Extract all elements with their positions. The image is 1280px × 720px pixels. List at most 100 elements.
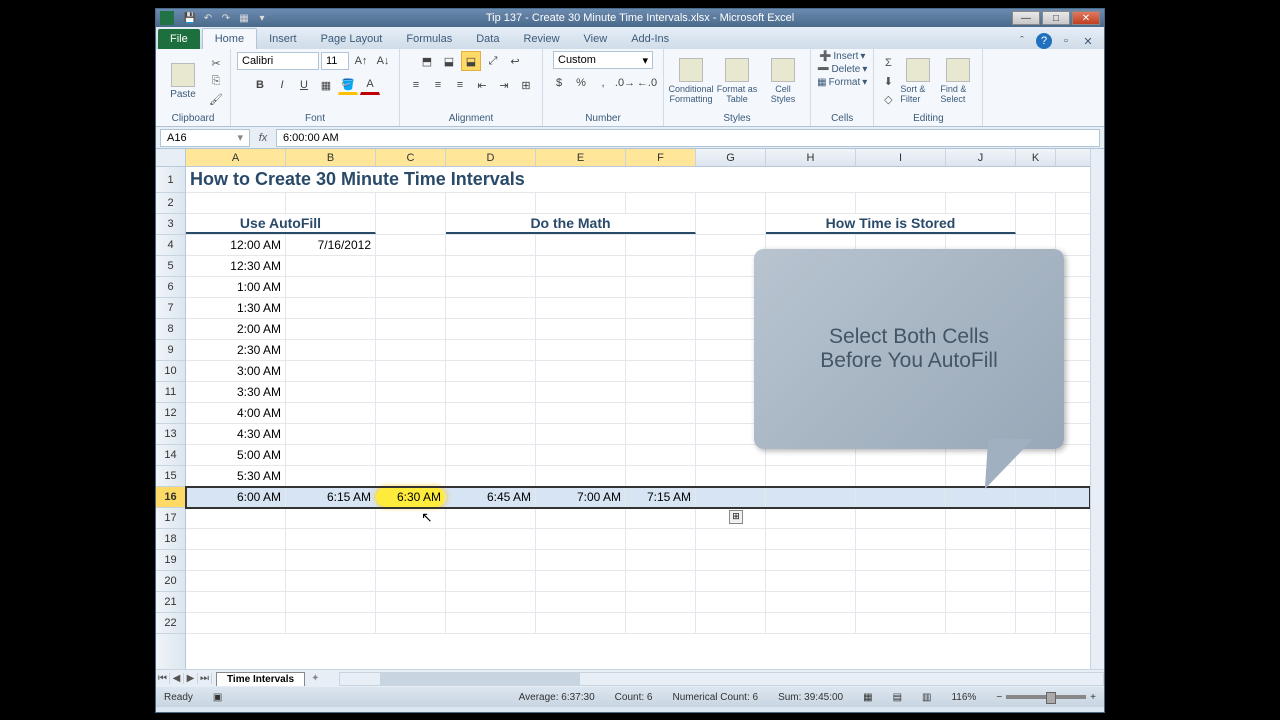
cell[interactable]: [766, 466, 856, 486]
qat-dropdown-icon[interactable]: ▾: [254, 11, 270, 25]
row-header-12[interactable]: 12: [156, 403, 185, 424]
cell[interactable]: [626, 550, 696, 570]
cell[interactable]: [376, 466, 446, 486]
cell[interactable]: [856, 466, 946, 486]
cell[interactable]: [1016, 592, 1056, 612]
col-header-B[interactable]: B: [286, 149, 376, 166]
autofill-options-icon[interactable]: ⊞: [729, 510, 743, 524]
cell[interactable]: [446, 550, 536, 570]
cell[interactable]: [946, 487, 1016, 507]
cell[interactable]: [1016, 508, 1056, 528]
sheet-nav-first[interactable]: ⏮: [156, 673, 170, 684]
cell[interactable]: [766, 529, 856, 549]
cell[interactable]: [286, 319, 376, 339]
cell[interactable]: [696, 571, 766, 591]
cell[interactable]: [696, 550, 766, 570]
tab-formulas[interactable]: Formulas: [394, 29, 464, 49]
row-header-21[interactable]: 21: [156, 592, 185, 613]
row-header-9[interactable]: 9: [156, 340, 185, 361]
cell[interactable]: 6:30 AM: [376, 487, 446, 507]
cell[interactable]: Do the Math: [446, 214, 696, 234]
row-header-4[interactable]: 4: [156, 235, 185, 256]
cell[interactable]: 6:00 AM: [186, 487, 286, 507]
cell[interactable]: [1016, 550, 1056, 570]
select-all-corner[interactable]: [156, 149, 186, 167]
cell[interactable]: [766, 592, 856, 612]
cell[interactable]: [766, 193, 856, 213]
view-normal-icon[interactable]: ▦: [863, 692, 872, 703]
cell[interactable]: [536, 193, 626, 213]
cell[interactable]: [536, 508, 626, 528]
help-icon[interactable]: ?: [1036, 33, 1052, 49]
cell[interactable]: [286, 445, 376, 465]
tab-home[interactable]: Home: [202, 28, 257, 49]
cell[interactable]: [536, 403, 626, 423]
cell[interactable]: [856, 550, 946, 570]
zoom-level[interactable]: 116%: [951, 692, 976, 703]
save-icon[interactable]: 💾: [182, 11, 198, 25]
cell[interactable]: [1016, 193, 1056, 213]
cell[interactable]: [1016, 613, 1056, 633]
cell[interactable]: 2:30 AM: [186, 340, 286, 360]
cell[interactable]: [286, 571, 376, 591]
merge-icon[interactable]: ⊞: [516, 75, 536, 95]
cell[interactable]: [626, 256, 696, 276]
cell[interactable]: [186, 550, 286, 570]
row-header-2[interactable]: 2: [156, 193, 185, 214]
cell[interactable]: [766, 613, 856, 633]
view-pagebreak-icon[interactable]: ▥: [922, 692, 931, 703]
cell[interactable]: [626, 235, 696, 255]
align-left-icon[interactable]: ≡: [406, 75, 426, 95]
cell[interactable]: [696, 613, 766, 633]
cell[interactable]: [536, 277, 626, 297]
sheet-nav-next[interactable]: ▶: [184, 673, 198, 684]
number-format-combo[interactable]: Custom▾: [553, 51, 653, 69]
cell[interactable]: 12:00 AM: [186, 235, 286, 255]
cell[interactable]: [376, 193, 446, 213]
cell[interactable]: [626, 277, 696, 297]
row-header-1[interactable]: 1: [156, 167, 185, 193]
row-header-7[interactable]: 7: [156, 298, 185, 319]
cell[interactable]: [286, 508, 376, 528]
currency-icon[interactable]: $: [549, 73, 569, 93]
row-header-6[interactable]: 6: [156, 277, 185, 298]
cell[interactable]: [536, 592, 626, 612]
row-17[interactable]: [186, 508, 1090, 529]
row-header-19[interactable]: 19: [156, 550, 185, 571]
cell[interactable]: [446, 193, 536, 213]
cell[interactable]: [286, 424, 376, 444]
col-header-K[interactable]: K: [1016, 149, 1056, 166]
align-top-icon[interactable]: ⬒: [417, 51, 437, 71]
cell[interactable]: [626, 508, 696, 528]
grow-font-icon[interactable]: A↑: [351, 51, 371, 71]
decrease-indent-icon[interactable]: ⇤: [472, 75, 492, 95]
cell[interactable]: [376, 256, 446, 276]
sort-filter-button[interactable]: Sort & Filter: [900, 52, 936, 110]
cell[interactable]: [186, 571, 286, 591]
comma-icon[interactable]: ,: [593, 73, 613, 93]
row-header-18[interactable]: 18: [156, 529, 185, 550]
col-header-J[interactable]: J: [946, 149, 1016, 166]
tab-page-layout[interactable]: Page Layout: [309, 29, 395, 49]
cell[interactable]: [376, 613, 446, 633]
row-19[interactable]: [186, 550, 1090, 571]
row-header-11[interactable]: 11: [156, 382, 185, 403]
cell[interactable]: 4:00 AM: [186, 403, 286, 423]
cell[interactable]: [286, 340, 376, 360]
cell[interactable]: [1016, 571, 1056, 591]
font-size-combo[interactable]: 11: [321, 52, 349, 70]
minimize-ribbon-icon[interactable]: ˆ: [1014, 33, 1030, 49]
cell[interactable]: Use AutoFill: [186, 214, 376, 234]
cell[interactable]: [376, 298, 446, 318]
cell[interactable]: [286, 529, 376, 549]
cell[interactable]: [286, 466, 376, 486]
cell[interactable]: [286, 613, 376, 633]
cell[interactable]: [696, 214, 766, 234]
row-2[interactable]: [186, 193, 1090, 214]
col-header-D[interactable]: D: [446, 149, 536, 166]
cell[interactable]: [376, 214, 446, 234]
cell[interactable]: [766, 571, 856, 591]
align-center-icon[interactable]: ≡: [428, 75, 448, 95]
row-header-16[interactable]: 16: [156, 487, 185, 508]
cell[interactable]: 4:30 AM: [186, 424, 286, 444]
